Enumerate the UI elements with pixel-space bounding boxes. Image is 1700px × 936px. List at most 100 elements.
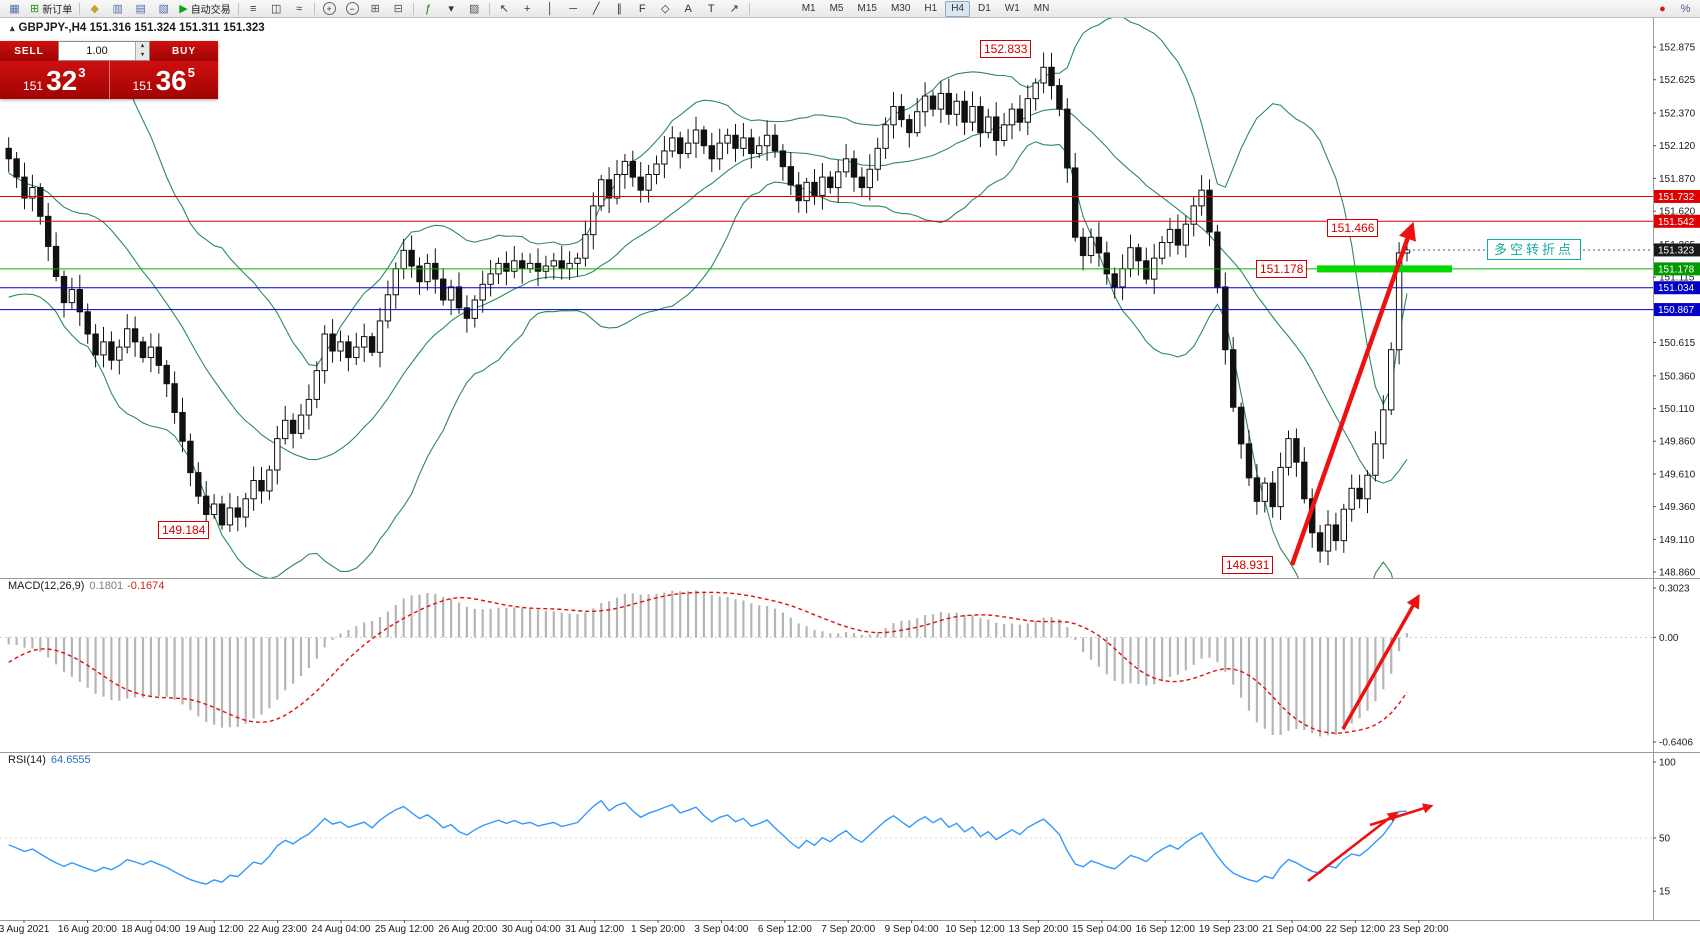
timeframe-button-d1[interactable]: D1 <box>978 3 991 14</box>
timeframe-button-m5[interactable]: M5 <box>829 3 844 14</box>
price-annotation-low-left[interactable]: 149.184 <box>158 521 210 539</box>
price-annotation-peak[interactable]: 152.833 <box>980 40 1032 58</box>
volume-down-button[interactable]: ▾ <box>136 51 149 60</box>
price-annotation-low-right[interactable]: 148.931 <box>1222 556 1274 574</box>
shapes-tool[interactable]: ◇ <box>655 0 676 18</box>
timeframe-button-m1[interactable]: M1 <box>801 3 816 14</box>
new-order-button[interactable]: ⊞ 新订单 <box>27 0 75 18</box>
autotrading-button[interactable]: ▶ 自动交易 <box>176 0 233 18</box>
sell-button[interactable]: SELL <box>0 41 58 61</box>
svg-text:1 Sep 20:00: 1 Sep 20:00 <box>631 924 685 935</box>
timeframe-button-mn[interactable]: MN <box>1033 3 1050 14</box>
timeframe-button-h1[interactable]: H1 <box>924 3 938 14</box>
main-trend-arrow[interactable] <box>1289 221 1416 566</box>
svg-text:25 Aug 12:00: 25 Aug 12:00 <box>375 924 434 935</box>
market-watch-icon[interactable]: ▥ <box>107 0 128 18</box>
symbol-header: ▴ GBPJPY-,H4 151.316 151.324 151.311 151.… <box>10 22 265 34</box>
svg-text:151.034: 151.034 <box>1658 283 1695 294</box>
record-icon[interactable]: ● <box>1652 0 1673 18</box>
trendline-tool[interactable]: ╱ <box>586 0 607 18</box>
cascade-windows-button[interactable]: ⊟ <box>388 0 409 18</box>
rsi-value: 64.6555 <box>50 754 91 766</box>
trend-arrows[interactable] <box>1289 221 1434 883</box>
label-glyph: T <box>707 2 715 15</box>
zoom-out-button[interactable]: − <box>342 0 363 18</box>
label-tool[interactable]: T <box>701 0 722 18</box>
timeframe-button-m30[interactable]: M30 <box>890 3 911 14</box>
record-icon-glyph: ● <box>1659 2 1666 15</box>
buy-button[interactable]: BUY <box>150 41 218 61</box>
channel-tool[interactable]: ∥ <box>609 0 630 18</box>
volume-up-button[interactable]: ▴ <box>136 42 149 51</box>
macd-label: MACD(12,26,9) 0.1801 -0.1674 <box>8 580 164 592</box>
toolbar-separator <box>79 2 81 15</box>
fibonacci-glyph: F <box>638 2 646 15</box>
indicators-button[interactable]: ƒ <box>418 0 439 18</box>
periods-glyph: ▾ <box>448 2 454 15</box>
svg-text:13 Sep 20:00: 13 Sep 20:00 <box>1009 924 1069 935</box>
arrows-glyph: ↗ <box>729 2 739 15</box>
price-annotation-level[interactable]: 151.178 <box>1256 260 1308 278</box>
svg-text:16 Sep 12:00: 16 Sep 12:00 <box>1135 924 1195 935</box>
navigator-icon[interactable]: ▧ <box>153 0 174 18</box>
ask-price-button[interactable]: 151 36 5 <box>110 61 219 99</box>
svg-text:26 Aug 20:00: 26 Aug 20:00 <box>438 924 497 935</box>
bid-price-button[interactable]: 151 32 3 <box>0 61 109 99</box>
toolbar-separator <box>412 2 414 15</box>
timeframe-button-w1[interactable]: W1 <box>1004 3 1020 14</box>
line-chart-type-button[interactable]: ≈ <box>289 0 310 18</box>
rsi-name: RSI(14) <box>8 754 46 766</box>
text-tool[interactable]: A <box>678 0 699 18</box>
tile-windows-button[interactable]: ⊞ <box>365 0 386 18</box>
svg-text:149.360: 149.360 <box>1659 502 1696 513</box>
time-axis: 3 Aug 2021 16 Aug 20:00 18 Aug 04:00 19 Aug… <box>0 920 1449 935</box>
timeframe-button-m15[interactable]: M15 <box>857 3 877 14</box>
autotrading-button-label: 自动交易 <box>190 5 231 16</box>
turning-point-note[interactable]: 多空转折点 <box>1487 239 1582 260</box>
zoom-in-button[interactable]: + <box>319 0 340 18</box>
history-center-icon[interactable]: ◆ <box>84 0 105 18</box>
cascade-windows-glyph: ⊟ <box>393 2 403 15</box>
svg-text:30 Aug 04:00: 30 Aug 04:00 <box>502 924 561 935</box>
horizontal-line-tool[interactable]: ─ <box>563 0 584 18</box>
timeframe-button-h4[interactable]: H4 <box>945 0 970 17</box>
chart-window-icon[interactable]: ▦ <box>4 0 25 18</box>
svg-text:24 Aug 04:00: 24 Aug 04:00 <box>312 924 371 935</box>
indicators-glyph: ƒ <box>425 2 432 15</box>
fibonacci-tool[interactable]: F <box>632 0 653 18</box>
market-watch-icon-glyph: ▥ <box>112 2 123 15</box>
vertical-line-tool[interactable]: │ <box>540 0 561 18</box>
macd-trend-arrow[interactable] <box>1341 593 1420 730</box>
volume-value[interactable]: 1.00 <box>86 45 108 57</box>
candlestick-type-button[interactable]: ◫ <box>266 0 287 18</box>
one-click-trade-panel: SELL 1.00 ▴ ▾ BUY 151 32 3 151 36 5 <box>0 41 218 99</box>
price-annotation-entry[interactable]: 151.466 <box>1327 219 1379 237</box>
crosshair-tool[interactable]: + <box>517 0 538 18</box>
zoom-in-glyph: + <box>322 2 336 15</box>
arrows-tool[interactable]: ↗ <box>724 0 745 18</box>
rsi-trend-arrow[interactable] <box>1307 811 1399 883</box>
svg-text:10 Sep 12:00: 10 Sep 12:00 <box>945 924 1005 935</box>
volume-stepper[interactable]: 1.00 ▴ ▾ <box>58 41 150 61</box>
toolbar-separator <box>237 2 239 15</box>
svg-text:149.110: 149.110 <box>1659 535 1695 546</box>
svg-text:15 Sep 04:00: 15 Sep 04:00 <box>1072 924 1132 935</box>
cursor-tool[interactable]: ↖ <box>494 0 515 18</box>
ask-big: 36 <box>155 65 187 96</box>
data-window-icon[interactable]: ▤ <box>130 0 151 18</box>
svg-text:6 Sep 12:00: 6 Sep 12:00 <box>758 924 812 935</box>
new-order-glyph: ⊞ <box>30 2 40 15</box>
svg-text:19 Aug 12:00: 19 Aug 12:00 <box>185 924 244 935</box>
rsi-trend-arrow-2[interactable] <box>1369 803 1434 827</box>
one-click-collapse-icon[interactable]: ▴ <box>10 23 15 33</box>
svg-text:3 Aug 2021: 3 Aug 2021 <box>0 924 50 935</box>
bar-chart-type-button[interactable]: ≡ <box>243 0 264 18</box>
percent-icon[interactable]: % <box>1675 0 1696 18</box>
macd-pane <box>0 590 1653 737</box>
highlight-segment[interactable] <box>1317 265 1452 273</box>
toolbar-separator <box>488 2 490 15</box>
periods-dropdown[interactable]: ▾ <box>441 0 462 18</box>
svg-text:22 Sep 12:00: 22 Sep 12:00 <box>1326 924 1386 935</box>
templates-button[interactable]: ▨ <box>464 0 485 18</box>
